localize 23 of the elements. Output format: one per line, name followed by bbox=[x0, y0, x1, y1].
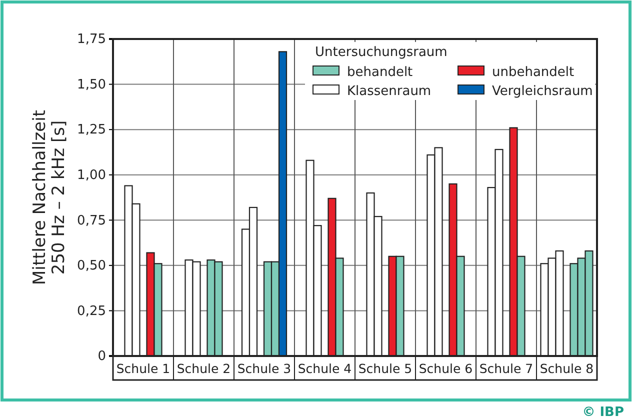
x-tick-label: Schule 6 bbox=[418, 361, 473, 376]
y-tick-label: 0,75 bbox=[77, 213, 106, 228]
x-tick-label: Schule 4 bbox=[298, 361, 352, 376]
legend-label: behandelt bbox=[347, 65, 413, 80]
y-tick-label: 0 bbox=[98, 349, 106, 364]
x-tick-label: Schule 8 bbox=[540, 361, 594, 376]
legend-label: Vergleichsraum bbox=[492, 84, 593, 99]
y-tick-label: 0,25 bbox=[77, 304, 106, 319]
legend-label: Klassenraum bbox=[347, 84, 432, 99]
y-axis-title: Mittlere Nachhallzeit 250 Hz – 2 kHz [s] bbox=[30, 110, 69, 286]
x-tick-label: Schule 3 bbox=[237, 361, 292, 376]
x-tick-label: Schule 7 bbox=[479, 361, 534, 376]
y-tick-label: 1,75 bbox=[77, 32, 106, 48]
x-tick-label: Schule 1 bbox=[116, 361, 170, 376]
text: © IBP bbox=[582, 405, 624, 420]
x-tick-label: Schule 5 bbox=[358, 361, 412, 376]
x-tick-label: Schule 2 bbox=[176, 361, 231, 376]
legend-title: Untersuchungsraum bbox=[315, 45, 448, 60]
y-tick-label: 1,00 bbox=[77, 168, 106, 184]
legend-label: unbehandelt bbox=[492, 65, 574, 80]
y-tick-label: 0,50 bbox=[77, 258, 106, 274]
y-tick-label: 1,50 bbox=[77, 77, 106, 92]
y-tick-label: 1,25 bbox=[77, 122, 106, 138]
